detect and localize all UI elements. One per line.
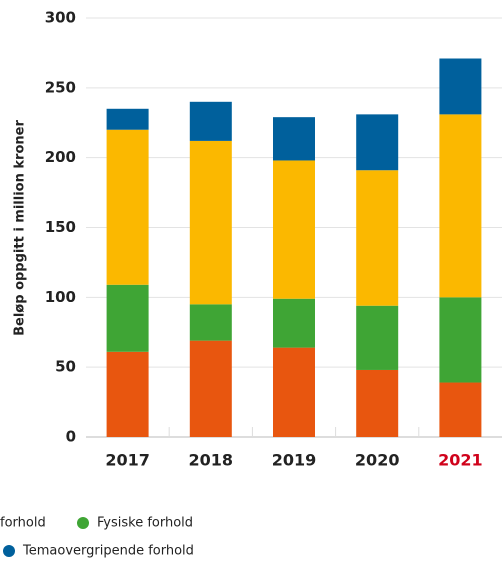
x-tick-label: 2019 [272, 451, 317, 470]
x-tick-label: 2021 [438, 451, 483, 470]
y-tick-label: 0 [66, 428, 76, 446]
bar-segment [189, 340, 232, 437]
bar-segment [106, 351, 149, 437]
y-tick-label: 150 [45, 218, 76, 236]
x-tick-label: 2018 [189, 451, 234, 470]
legend-label: Temaovergripende forhold [22, 544, 194, 559]
y-axis-label: Beløp oppgitt i million kroner [13, 120, 28, 336]
bar-segment [439, 58, 482, 115]
bar-segment [273, 298, 315, 348]
bar-segment [189, 304, 232, 341]
bar-segment [106, 284, 149, 352]
y-tick-label: 300 [45, 9, 76, 27]
bar-segment [439, 297, 482, 383]
bar-segment [189, 140, 232, 305]
legend-label: forhold [0, 516, 46, 531]
bar-segment [356, 114, 399, 171]
bar-segment [356, 305, 399, 370]
bar-segment [106, 129, 149, 285]
bar-segment [356, 369, 399, 437]
y-tick-label: 250 [45, 78, 76, 96]
bar-segment [189, 101, 232, 141]
bar-segment [106, 108, 149, 130]
y-tick-label: 100 [45, 288, 76, 306]
x-tick-label: 2020 [355, 451, 400, 470]
legend-label: Fysiske forhold [97, 516, 193, 531]
legend-swatch [3, 545, 15, 557]
bar-segment [273, 117, 315, 161]
y-tick-label: 50 [55, 358, 76, 376]
bar-segment [439, 382, 482, 437]
bar-segment [356, 170, 399, 306]
y-tick-label: 200 [45, 148, 76, 166]
legend-swatch [77, 517, 89, 529]
bar-segment [273, 160, 315, 299]
x-tick-label: 2017 [105, 451, 150, 470]
bar-segment [439, 114, 482, 298]
bar-segment [273, 347, 315, 437]
